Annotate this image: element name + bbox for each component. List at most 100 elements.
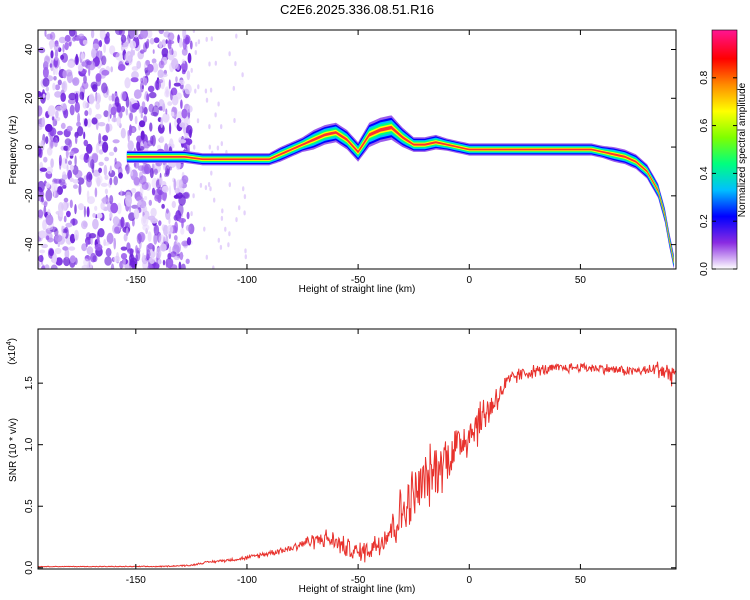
- noise-speckle: [161, 47, 169, 58]
- noise-speckle: [75, 135, 78, 145]
- noise-speckle: [42, 219, 47, 231]
- noise-speckle: [165, 165, 171, 175]
- noise-speckle: [130, 170, 134, 177]
- noise-speckle: [244, 248, 247, 254]
- y-tick-label: -20: [24, 188, 35, 203]
- noise-speckle: [62, 246, 68, 251]
- noise-speckle: [69, 199, 73, 209]
- noise-speckle: [132, 127, 135, 133]
- noise-speckle: [168, 247, 172, 254]
- snr-y-label: SNR (10 * v/v): [8, 418, 19, 482]
- noise-speckle: [156, 144, 161, 150]
- noise-speckle: [139, 146, 145, 151]
- noise-speckle: [133, 208, 140, 220]
- noise-speckle: [39, 190, 45, 199]
- noise-speckle: [186, 70, 191, 81]
- noise-speckle: [78, 183, 82, 196]
- noise-speckle: [94, 205, 98, 211]
- noise-speckle: [174, 187, 180, 194]
- noise-speckle: [169, 185, 171, 196]
- noise-speckle: [77, 112, 81, 125]
- x-tick-label: 0: [466, 575, 472, 586]
- noise-speckle: [147, 231, 152, 243]
- noise-speckle: [95, 73, 102, 82]
- noise-speckle: [68, 160, 72, 166]
- noise-speckle: [57, 79, 62, 86]
- noise-speckle: [143, 196, 148, 201]
- noise-speckle: [113, 176, 118, 186]
- noise-speckle: [184, 132, 189, 138]
- spectrogram-frame: [37, 29, 677, 270]
- noise-speckle: [234, 61, 237, 67]
- noise-speckle: [46, 147, 53, 156]
- noise-speckle: [113, 146, 118, 153]
- noise-speckle: [173, 241, 177, 250]
- noise-speckle: [54, 247, 62, 255]
- noise-speckle: [81, 243, 87, 252]
- noise-speckle: [194, 88, 197, 94]
- noise-speckle: [63, 197, 69, 203]
- noise-speckle: [116, 252, 119, 262]
- noise-speckle: [79, 91, 85, 100]
- noise-speckle: [52, 56, 60, 69]
- colorbar-label: Normalized spectral amplitude: [737, 82, 748, 217]
- noise-speckle: [74, 101, 81, 113]
- noise-speckle: [52, 190, 59, 198]
- noise-speckle: [120, 34, 127, 43]
- noise-speckle: [219, 244, 223, 250]
- noise-speckle: [153, 37, 160, 44]
- noise-speckle: [80, 52, 85, 60]
- noise-speckle: [156, 247, 162, 259]
- noise-speckle: [72, 218, 75, 226]
- noise-speckle: [74, 229, 79, 241]
- noise-speckle: [66, 125, 73, 132]
- noise-speckle: [188, 129, 192, 138]
- noise-speckle: [42, 66, 49, 79]
- colorbar-tick-label: 0.0: [699, 262, 710, 276]
- noise-speckle: [38, 230, 47, 239]
- noise-speckle: [129, 124, 132, 136]
- noise-speckle: [232, 85, 235, 91]
- noise-speckle: [44, 30, 47, 37]
- noise-speckle: [125, 194, 132, 207]
- noise-speckle: [46, 166, 53, 175]
- colorbar-gradient: [712, 30, 737, 269]
- noise-speckle: [100, 182, 108, 187]
- noise-speckle: [43, 156, 48, 163]
- noise-speckle: [101, 69, 110, 76]
- noise-speckle: [45, 91, 51, 101]
- noise-speckle: [242, 186, 245, 192]
- x-tick-label: -50: [351, 575, 366, 586]
- noise-speckle: [38, 145, 42, 157]
- noise-speckle: [78, 203, 84, 211]
- noise-speckle: [61, 174, 68, 180]
- noise-speckle: [83, 131, 86, 140]
- noise-speckle: [55, 110, 59, 119]
- noise-speckle: [192, 193, 195, 199]
- noise-speckle: [162, 103, 166, 113]
- noise-speckle: [98, 122, 106, 127]
- noise-speckle: [106, 232, 114, 245]
- noise-speckle: [81, 61, 87, 67]
- noise-speckle: [185, 258, 190, 264]
- colorbar-ticks: 0.0 0.2 0.4 0.6 0.8: [699, 70, 737, 276]
- noise-speckle: [179, 122, 186, 128]
- noise-speckle: [141, 181, 149, 190]
- noise-speckle: [38, 124, 43, 131]
- noise-speckle: [104, 256, 112, 266]
- noise-speckle: [157, 123, 165, 134]
- noise-speckle: [73, 184, 78, 189]
- noise-speckle: [42, 93, 46, 99]
- noise-speckle: [88, 93, 95, 105]
- noise-speckle: [143, 141, 148, 149]
- noise-speckle: [90, 252, 97, 263]
- noise-speckle: [136, 60, 142, 69]
- noise-speckle: [129, 40, 137, 49]
- noise-speckle: [228, 231, 231, 237]
- y-tick-label: 0.0: [24, 560, 35, 574]
- noise-speckle: [129, 101, 132, 112]
- noise-speckle: [78, 65, 83, 72]
- noise-speckle: [153, 224, 160, 236]
- noise-speckle: [39, 167, 48, 172]
- noise-speckle: [41, 117, 46, 127]
